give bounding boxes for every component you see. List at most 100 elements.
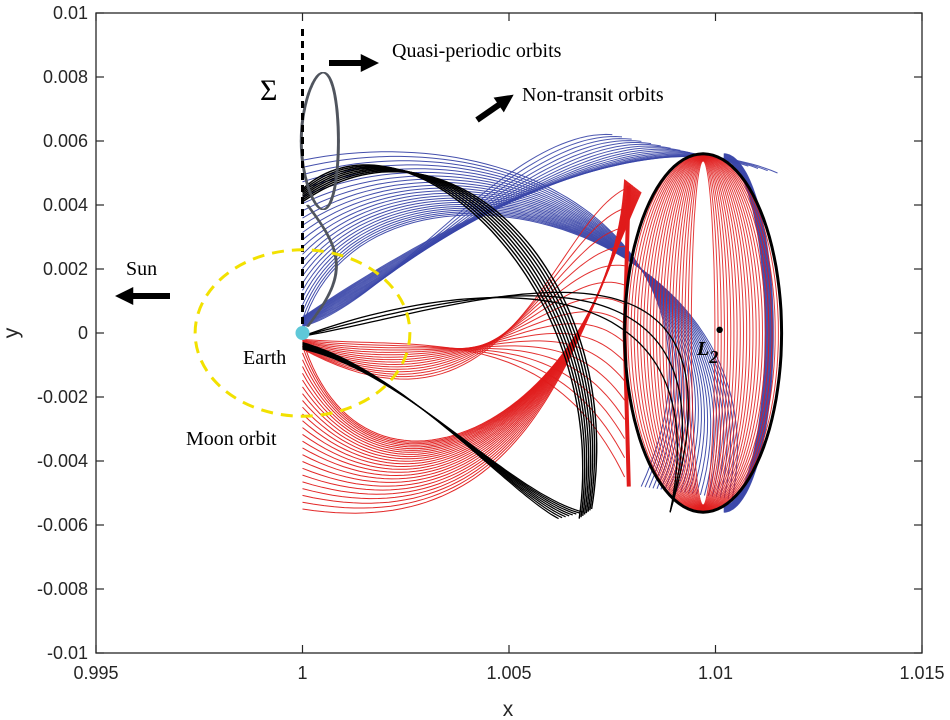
- nontransit-arrow-head: [493, 94, 514, 113]
- blue-orbit-curve: [302, 199, 712, 496]
- blue-orbit-curve: [302, 143, 661, 325]
- blue-orbit-curve: [302, 151, 670, 487]
- non-transit-orbit-curve: [302, 170, 598, 510]
- blue-orbit-curve: [302, 214, 738, 500]
- red-orbit-curve: [302, 332, 625, 363]
- quasi-periodic-tail: [306, 204, 337, 327]
- red-ring-curve: [681, 159, 725, 507]
- red-ring-curve: [690, 160, 716, 506]
- non-transit-orbit-curve: [302, 291, 690, 513]
- y-tick-label: 0.01: [53, 3, 88, 23]
- l2-letter: L: [696, 338, 709, 360]
- red-ring-curve: [675, 158, 732, 508]
- blue-orbit-curve: [302, 187, 697, 493]
- blue-orbit-curve: [302, 138, 632, 326]
- blue-orbit-curve: [302, 211, 732, 499]
- l2-subscript: 2: [708, 347, 718, 367]
- red-ring-curve: [668, 158, 738, 508]
- non-transit-label: Non-transit orbits: [522, 84, 664, 106]
- sun-arrow-head: [115, 287, 134, 305]
- y-tick-label: 0.008: [43, 67, 88, 87]
- red-ring-curve: [662, 157, 744, 509]
- red-ring-curve: [678, 159, 729, 507]
- x-tick-label: 1.005: [486, 663, 531, 683]
- axis-ticks: 0.995 1 1.005 1.01 1.015 -0.01 -0.008 -0.006 -0.…: [37, 3, 945, 683]
- y-tick-label: 0: [78, 323, 88, 343]
- quasi-periodic-tail: [307, 204, 338, 327]
- earth-marker: [295, 326, 310, 340]
- series-red-family: [302, 153, 783, 514]
- blue-orbit-curve: [302, 145, 671, 324]
- red-ring-curve: [630, 153, 776, 513]
- x-axis-label: x: [503, 698, 514, 720]
- y-tick-label: -0.008: [37, 579, 88, 599]
- non-transit-orbit-curve: [302, 295, 684, 513]
- series-non-transit-orbits: [302, 152, 784, 520]
- sun-label: Sun: [126, 258, 157, 280]
- y-tick-label: -0.006: [37, 515, 88, 535]
- l2-label: L2: [696, 338, 718, 367]
- overlays: [115, 29, 723, 418]
- quasi-periodic-label: Quasi-periodic orbits: [392, 40, 562, 62]
- blue-orbit-curve: [302, 201, 715, 496]
- red-ring-curve: [633, 154, 773, 512]
- blue-orbit-curve: [302, 140, 642, 326]
- non-transit-orbit-curve: [302, 164, 584, 519]
- l2-boundary-ring: [623, 152, 784, 514]
- red-ring-curve: [646, 155, 760, 511]
- red-ring-curve: [665, 157, 741, 509]
- red-ring-curve: [659, 157, 748, 509]
- y-tick-label: -0.01: [47, 643, 88, 663]
- blue-orbit-curve: [302, 204, 718, 497]
- blue-orbit-curve: [302, 160, 675, 488]
- non-transit-orbit-curve: [302, 170, 596, 511]
- x-tick-label: 1: [297, 663, 307, 683]
- y-tick-label: 0.004: [43, 195, 88, 215]
- blue-orbit-curve: [302, 190, 699, 493]
- non-transit-orbit-curve: [302, 167, 590, 515]
- non-transit-orbit-curve: [302, 166, 588, 516]
- y-tick-label: -0.004: [37, 451, 88, 471]
- moon-orbit-label: Moon orbit: [186, 428, 277, 450]
- blue-orbit-curve: [302, 148, 691, 323]
- non-transit-orbit-curve: [302, 169, 594, 512]
- red-ring-curve: [652, 156, 754, 510]
- y-axis-label: y: [0, 327, 23, 338]
- blue-orbit-curve: [302, 150, 700, 322]
- blue-orbit-curve: [302, 142, 652, 325]
- red-ring-curve: [671, 158, 735, 508]
- moon-orbit-circle: [193, 248, 412, 418]
- y-tick-label: 0.002: [43, 259, 88, 279]
- quasi-periodic-tail: [306, 204, 338, 327]
- red-ring-curve: [636, 154, 770, 512]
- x-tick-label: 1.015: [899, 663, 944, 683]
- x-tick-label: 0.995: [73, 663, 118, 683]
- blue-orbit-curve: [302, 212, 735, 499]
- red-ring-curve: [687, 160, 719, 506]
- red-ring-curve: [684, 159, 722, 507]
- earth-label: Earth: [243, 347, 286, 369]
- nontransit-arrow-shaft: [475, 99, 505, 123]
- blue-orbit-curve: [302, 192, 702, 494]
- blue-orbit-curve: [302, 175, 685, 491]
- quasi-periodic-loop: [301, 71, 340, 211]
- red-ring-curve: [643, 155, 763, 511]
- section-sigma-label: Σ: [260, 74, 277, 107]
- x-tick-label: 1.01: [698, 663, 733, 683]
- non-transit-orbit-curve: [302, 165, 586, 518]
- quasi-arrow-head: [360, 54, 379, 72]
- blue-orbit-curve: [302, 155, 672, 488]
- red-orbit-curve: [302, 191, 642, 514]
- non-transit-orbit-curve: [302, 348, 584, 513]
- blue-orbit-curve: [302, 168, 680, 489]
- y-tick-label: -0.002: [37, 387, 88, 407]
- blue-orbit-curve: [302, 197, 709, 495]
- y-tick-label: 0.006: [43, 131, 88, 151]
- non-transit-orbit-curve: [302, 296, 678, 513]
- red-ring-curve: [639, 154, 767, 512]
- blue-orbit-curve: [302, 135, 623, 327]
- series-quasi-periodic-orbits: [299, 71, 340, 327]
- red-ring-curve: [655, 156, 751, 510]
